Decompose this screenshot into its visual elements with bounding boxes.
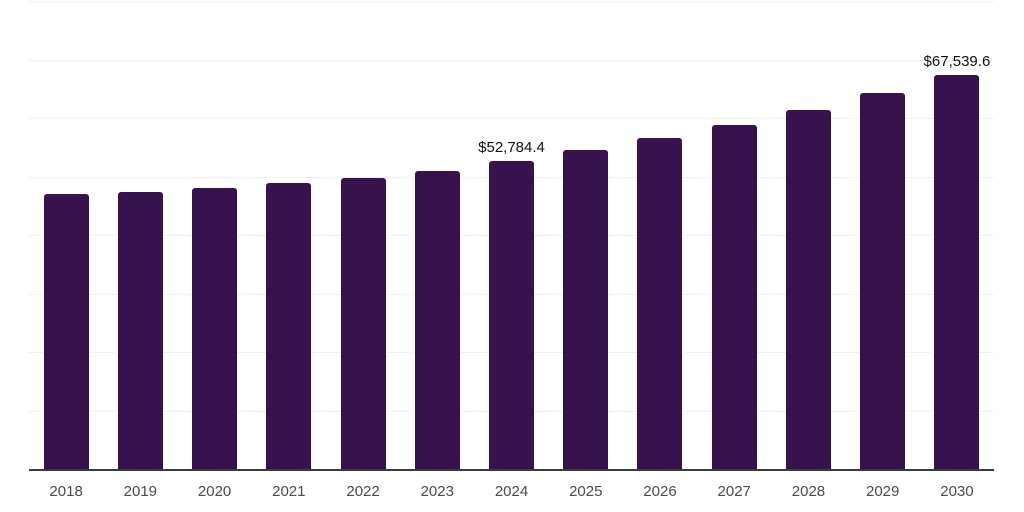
bar-slot-2030: $67,539.6	[920, 2, 994, 470]
bar-slot-2028	[771, 2, 845, 470]
bar-slot-2026	[623, 2, 697, 470]
x-tick-2029: 2029	[866, 483, 900, 500]
bar-slot-2029	[846, 2, 920, 470]
bar-slot-2022	[326, 2, 400, 470]
bar-2026	[637, 138, 683, 470]
x-tick-2018: 2018	[49, 483, 83, 500]
x-tick-2024: 2024	[494, 483, 529, 500]
bar-slot-2023	[400, 2, 474, 470]
bar-2030	[934, 74, 980, 470]
x-tick-2025: 2025	[569, 483, 603, 500]
data-label-2030: $67,539.6	[923, 52, 991, 70]
bar-2022	[340, 178, 386, 470]
bar-2028	[785, 110, 831, 470]
bar-slot-2027	[697, 2, 771, 470]
bar-slot-2021	[252, 2, 326, 470]
data-label-2024: $52,784.4	[478, 139, 545, 157]
x-tick-2023: 2023	[420, 483, 454, 500]
bar-slot-2018	[29, 2, 103, 470]
x-tick-2021: 2021	[272, 483, 306, 500]
bar-2027	[711, 124, 757, 470]
bar-2020	[192, 188, 238, 470]
bar-2024	[489, 161, 535, 470]
x-tick-2030: 2030	[940, 483, 974, 500]
x-tick-2027: 2027	[717, 483, 751, 500]
gridline-80000	[29, 1, 994, 2]
bar-2029	[860, 93, 906, 470]
bar-2021	[266, 183, 312, 470]
bar-slot-2020	[177, 2, 251, 470]
bar-slot-2025	[549, 2, 623, 470]
bar-slot-2024: $52,784.4	[474, 2, 548, 470]
x-tick-2022: 2022	[346, 483, 380, 500]
bar-slots: $52,784.4 $67,539.6	[29, 2, 994, 470]
bar-slot-2019	[103, 2, 177, 470]
gridline-60000	[29, 118, 994, 119]
x-axis-labels: 2018 2019 2020 2021 2022 2023 2024 2025 2026 2027…	[29, 482, 994, 502]
x-tick-2026: 2026	[643, 483, 677, 500]
bar-2018	[43, 193, 89, 470]
x-axis-line	[29, 469, 994, 471]
x-tick-2020: 2020	[197, 483, 232, 500]
x-tick-2028: 2028	[791, 483, 826, 500]
gridline-70000	[29, 59, 994, 61]
x-tick-2019: 2019	[123, 483, 158, 500]
bar-2019	[117, 191, 163, 470]
bar-2025	[563, 150, 609, 470]
plot-area: $52,784.4 $67,539.6	[29, 1, 994, 471]
bar-2023	[414, 171, 460, 470]
